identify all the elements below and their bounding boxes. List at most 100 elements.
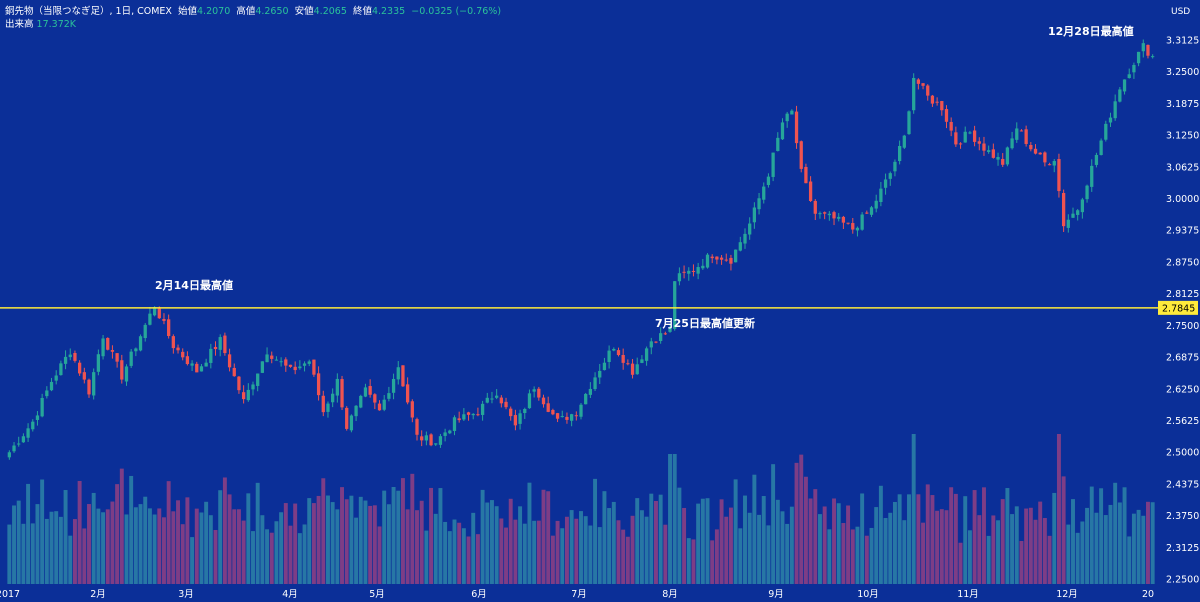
price-candles (7, 39, 1155, 460)
volume-bar (972, 490, 977, 584)
volume-bar (35, 504, 40, 584)
time-tick-label: 7月 (571, 589, 587, 600)
candle-body (256, 373, 260, 386)
volume-bar (180, 524, 185, 584)
candle-body (241, 392, 246, 400)
volume-bar (251, 531, 255, 584)
volume-bar (241, 520, 246, 584)
candle-body (607, 350, 611, 362)
time-tick-label: 5月 (369, 589, 385, 600)
candle-body (823, 212, 827, 214)
open-value: 4.2070 (197, 6, 231, 17)
candle-body (63, 356, 68, 364)
candle-body (1127, 74, 1131, 79)
candle-body (612, 348, 616, 351)
volume-bar (1010, 514, 1015, 584)
volume-bar (958, 542, 963, 584)
volume-bar (611, 501, 616, 584)
candle-body (284, 359, 288, 366)
candle-body (1104, 123, 1108, 140)
volume-bar (541, 489, 546, 584)
volume-bar (705, 498, 710, 584)
candle-body (541, 397, 546, 405)
volume-bar (218, 490, 223, 584)
volume-bar (799, 454, 804, 584)
volume-bar (630, 515, 635, 584)
candle-body (223, 335, 227, 354)
candle-body (729, 257, 733, 264)
candle-body (213, 346, 218, 350)
time-tick-label: 11月 (957, 589, 979, 600)
price-tick-label: 2.5625 (1166, 416, 1199, 427)
candle-body (190, 363, 194, 366)
candle-body (1057, 159, 1061, 192)
candle-body (382, 399, 386, 410)
candle-body (466, 412, 471, 415)
volume-bar (115, 484, 120, 584)
candle-body (621, 354, 625, 363)
volume-bar (330, 502, 335, 584)
candle-body (921, 83, 925, 86)
volume-bar (452, 519, 457, 584)
volume-bar (616, 520, 621, 584)
candle-body (129, 351, 133, 366)
candle-body (7, 452, 11, 458)
candle-body (405, 384, 410, 403)
volume-bar (311, 503, 316, 584)
volume-bar (583, 516, 588, 584)
candle-body (855, 227, 860, 231)
volume-bar (377, 526, 382, 584)
volume-bar (982, 487, 986, 584)
candle-body (1047, 164, 1052, 166)
volume-bar (907, 494, 911, 584)
volume-bar (522, 523, 527, 584)
volume-bar (560, 528, 565, 584)
candle-body (790, 110, 794, 115)
volume-bar (485, 502, 490, 584)
volume-bar (232, 509, 237, 584)
candle-body (869, 207, 874, 215)
candle-body (1141, 43, 1145, 52)
candle-body (302, 363, 307, 366)
volume-bar (822, 506, 827, 584)
volume-bar (157, 508, 162, 584)
volume-bar (255, 482, 260, 584)
volume-bar (1141, 515, 1146, 584)
volume-bar (949, 487, 954, 584)
volume-bar (129, 475, 134, 584)
candle-body (490, 398, 494, 400)
candle-body (874, 200, 878, 209)
candle-body (462, 414, 466, 420)
candle-body (701, 265, 705, 269)
candle-body (579, 404, 583, 417)
candle-body (776, 137, 780, 151)
volume-bar (119, 468, 124, 584)
price-level-label: 2.7845 (1162, 303, 1195, 314)
volume-bar (1099, 488, 1104, 584)
volume-bar (564, 516, 569, 584)
volume-bar (654, 500, 658, 584)
candle-body (687, 270, 691, 274)
candle-body (1085, 185, 1089, 200)
candle-body (410, 401, 414, 418)
volume-bar (457, 522, 462, 584)
candle-body (1108, 117, 1113, 123)
candle-body (251, 384, 255, 390)
volume-bar (714, 529, 719, 584)
candle-body (373, 394, 377, 403)
candle-body (359, 395, 363, 408)
candle-body (513, 415, 518, 426)
candle-body (1019, 130, 1024, 132)
volume-bar (382, 490, 387, 584)
volume-bar (1122, 487, 1127, 584)
volume-bar (143, 496, 148, 584)
candle-body (171, 336, 175, 349)
candle-body (551, 409, 555, 415)
volume-bar (1047, 535, 1052, 584)
price-level-label-bg (1158, 300, 1198, 315)
volume-bar (1014, 506, 1019, 584)
candle-body (1061, 192, 1066, 227)
candle-body (138, 336, 143, 351)
price-tick-label: 2.3125 (1166, 543, 1199, 554)
